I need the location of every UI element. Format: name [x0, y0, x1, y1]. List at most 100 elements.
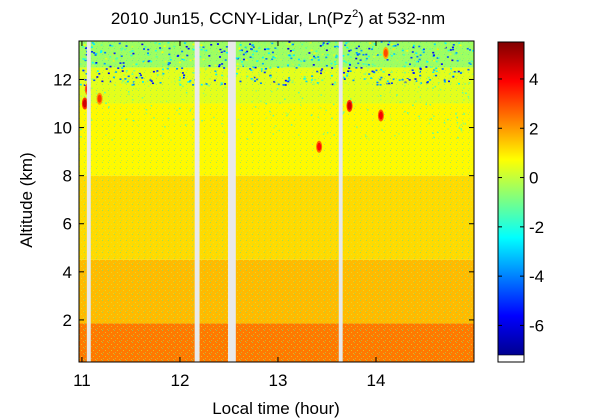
- noise-speckle: [121, 67, 124, 69]
- noise-speckle: [350, 98, 352, 100]
- noise-speckle: [376, 54, 379, 56]
- noise-speckle: [111, 139, 113, 141]
- noise-speckle: [183, 119, 186, 122]
- noise-speckle: [462, 71, 465, 74]
- noise-speckle: [310, 49, 313, 52]
- noise-speckle: [392, 45, 395, 47]
- noise-speckle: [135, 87, 137, 90]
- noise-speckle: [202, 46, 205, 49]
- noise-speckle: [289, 50, 292, 52]
- noise-speckle: [441, 131, 443, 133]
- noise-speckle: [430, 66, 433, 69]
- noise-speckle: [406, 50, 409, 52]
- noise-speckle: [224, 86, 227, 89]
- noise-speckle: [334, 81, 337, 84]
- noise-speckle: [326, 54, 329, 56]
- noise-speckle: [368, 47, 371, 50]
- noise-speckle: [315, 50, 318, 52]
- noise-speckle: [241, 64, 244, 66]
- noise-speckle: [205, 49, 208, 52]
- noise-speckle: [447, 128, 449, 130]
- noise-speckle: [91, 87, 93, 90]
- noise-speckle: [261, 70, 264, 73]
- noise-speckle: [451, 59, 454, 62]
- noise-speckle: [432, 71, 435, 74]
- noise-speckle: [365, 53, 368, 56]
- noise-speckle: [253, 76, 256, 79]
- noise-speckle: [394, 44, 397, 47]
- noise-speckle: [105, 117, 108, 119]
- noise-speckle: [94, 54, 97, 56]
- noise-speckle: [112, 60, 115, 62]
- noise-speckle: [79, 63, 82, 65]
- noise-speckle: [269, 67, 272, 69]
- noise-speckle: [418, 58, 421, 61]
- noise-speckle: [429, 48, 432, 50]
- noise-speckle: [288, 41, 291, 43]
- noise-speckle: [314, 78, 317, 81]
- noise-speckle: [311, 75, 314, 77]
- noise-speckle: [161, 68, 164, 71]
- noise-speckle: [90, 46, 93, 49]
- noise-speckle: [95, 52, 98, 55]
- noise-speckle: [250, 131, 253, 134]
- noise-speckle: [116, 70, 119, 73]
- noise-speckle: [105, 68, 108, 70]
- noise-speckle: [115, 119, 117, 122]
- noise-speckle: [300, 60, 303, 63]
- noise-speckle: [265, 117, 268, 119]
- noise-speckle: [132, 119, 135, 122]
- noise-speckle: [277, 69, 280, 72]
- noise-speckle: [310, 81, 313, 84]
- noise-speckle: [300, 104, 302, 106]
- noise-speckle: [349, 64, 352, 66]
- noise-speckle: [154, 42, 157, 44]
- noise-speckle: [355, 52, 358, 54]
- noise-speckle: [334, 45, 337, 48]
- noise-speckle: [283, 53, 286, 56]
- colorbar-ticks: 4 2 0 -2 -4 -6: [498, 70, 544, 335]
- noise-speckle: [238, 56, 241, 59]
- noise-speckle: [91, 50, 94, 53]
- noise-speckle: [148, 59, 151, 62]
- noise-speckle: [299, 113, 301, 116]
- colorbar: 4 2 0 -2 -4 -6: [497, 41, 544, 363]
- noise-speckle: [295, 118, 297, 121]
- noise-speckle: [161, 74, 164, 76]
- noise-speckle: [380, 98, 382, 101]
- noise-speckle: [85, 60, 88, 63]
- noise-speckle: [132, 63, 135, 66]
- noise-speckle: [192, 84, 195, 86]
- noise-speckle: [193, 66, 196, 69]
- noise-speckle: [364, 59, 367, 62]
- noise-speckle: [305, 80, 308, 83]
- noise-speckle: [208, 85, 210, 87]
- noise-speckle: [444, 42, 447, 45]
- noise-speckle: [463, 113, 465, 115]
- noise-speckle: [223, 131, 226, 134]
- noise-speckle: [447, 77, 450, 80]
- noise-speckle: [222, 130, 225, 132]
- noise-speckle: [463, 99, 465, 101]
- noise-speckle: [390, 55, 393, 57]
- noise-speckle: [436, 131, 439, 134]
- noise-speckle: [452, 44, 455, 46]
- noise-speckle: [371, 70, 374, 73]
- noise-speckle: [147, 48, 150, 51]
- noise-speckle: [303, 41, 306, 43]
- noise-speckle: [205, 73, 208, 76]
- noise-speckle: [82, 69, 85, 72]
- noise-speckle: [355, 69, 358, 71]
- noise-speckle: [426, 87, 429, 90]
- noise-speckle: [460, 124, 463, 126]
- noise-speckle: [411, 44, 414, 47]
- noise-speckle: [251, 123, 253, 126]
- y-axis-label: Altitude (km): [17, 152, 36, 247]
- noise-speckle: [253, 50, 256, 52]
- noise-speckle: [301, 82, 304, 85]
- noise-speckle: [363, 73, 366, 75]
- noise-speckle: [405, 61, 408, 64]
- noise-speckle: [122, 65, 125, 68]
- noise-speckle: [401, 49, 404, 52]
- noise-speckle: [250, 69, 253, 71]
